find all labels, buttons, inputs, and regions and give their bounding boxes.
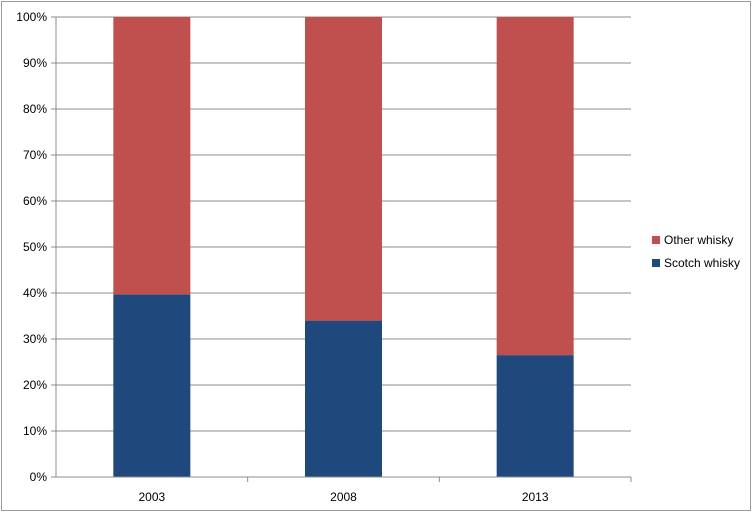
y-tick-label: 70%	[23, 148, 47, 162]
bars	[113, 17, 574, 477]
bar-other-whisky-2003	[113, 17, 191, 295]
bar-scotch-whisky-2013	[496, 355, 574, 477]
legend-swatch-scotch-whisky	[652, 259, 660, 267]
x-tick-label: 2013	[522, 490, 549, 504]
axes	[51, 16, 632, 482]
y-tick-label: 0%	[30, 470, 48, 484]
y-tick-label: 10%	[23, 424, 47, 438]
legend-swatch-other-whisky	[652, 236, 660, 244]
x-axis-tick-labels: 2003 2008 2013	[138, 490, 548, 504]
bar-other-whisky-2013	[496, 17, 574, 356]
x-tick-label: 2003	[138, 490, 165, 504]
legend-label-other-whisky: Other whisky	[664, 233, 733, 247]
legend: Other whisky Scotch whisky	[652, 233, 740, 270]
y-tick-label: 90%	[23, 56, 47, 70]
y-tick-label: 40%	[23, 286, 47, 300]
y-tick-label: 60%	[23, 194, 47, 208]
y-tick-label: 30%	[23, 332, 47, 346]
y-tick-label: 50%	[23, 240, 47, 254]
y-axis-tick-labels: 0% 10% 20% 30% 40% 50% 60% 70% 80% 90% 100%	[16, 10, 47, 484]
y-tick-label: 20%	[23, 378, 47, 392]
bar-scotch-whisky-2003	[113, 294, 191, 477]
x-tick-label: 2008	[330, 490, 357, 504]
y-tick-label: 100%	[16, 10, 47, 24]
bar-scotch-whisky-2008	[305, 320, 382, 477]
bar-other-whisky-2008	[305, 17, 382, 321]
legend-label-scotch-whisky: Scotch whisky	[664, 256, 740, 270]
y-tick-label: 80%	[23, 102, 47, 116]
